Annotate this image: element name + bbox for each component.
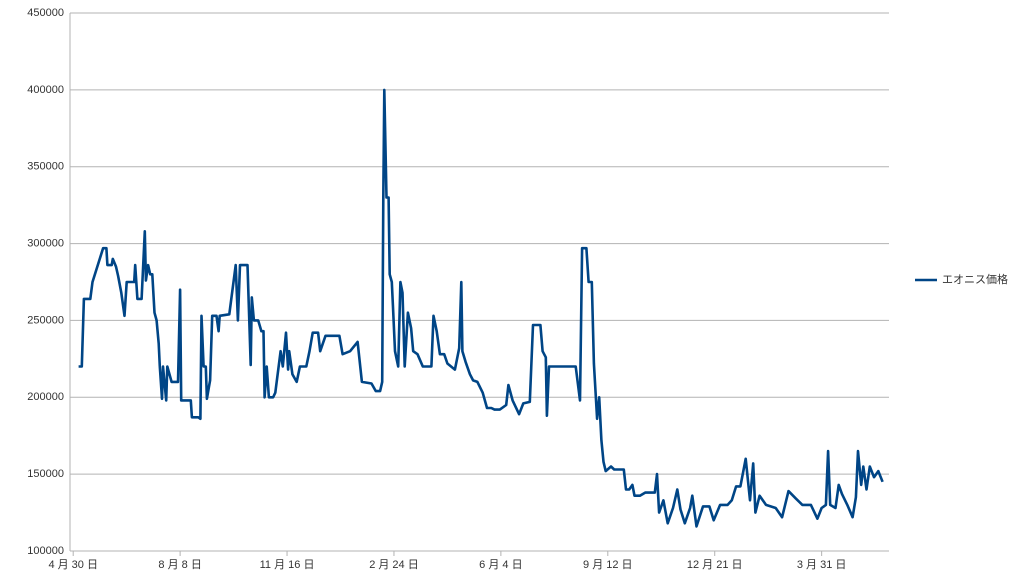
y-tick-label: 300000 (27, 237, 64, 249)
y-tick-label: 100000 (27, 545, 64, 557)
x-tick-label: 2 月 24 日 (369, 559, 419, 571)
x-tick-label: 9 月 12 日 (583, 559, 633, 571)
y-tick-label: 350000 (27, 161, 64, 173)
y-tick-label: 250000 (27, 314, 64, 326)
y-tick-label: 400000 (27, 84, 64, 96)
y-tick-label: 150000 (27, 468, 64, 480)
y-tick-label: 450000 (27, 7, 64, 19)
x-tick-label: 6 月 4 日 (479, 559, 522, 571)
x-tick-label: 11 月 16 日 (260, 559, 315, 571)
x-tick-label: 4 月 30 日 (48, 559, 98, 571)
series-line (78, 88, 884, 528)
x-tick-label: 3 月 31 日 (797, 559, 847, 571)
y-tick-label: 200000 (27, 391, 64, 403)
x-tick-label: 12 月 21 日 (687, 559, 743, 571)
x-tick-label: 8 月 8 日 (158, 559, 201, 571)
legend-label: エオニス価格 (942, 272, 1008, 286)
